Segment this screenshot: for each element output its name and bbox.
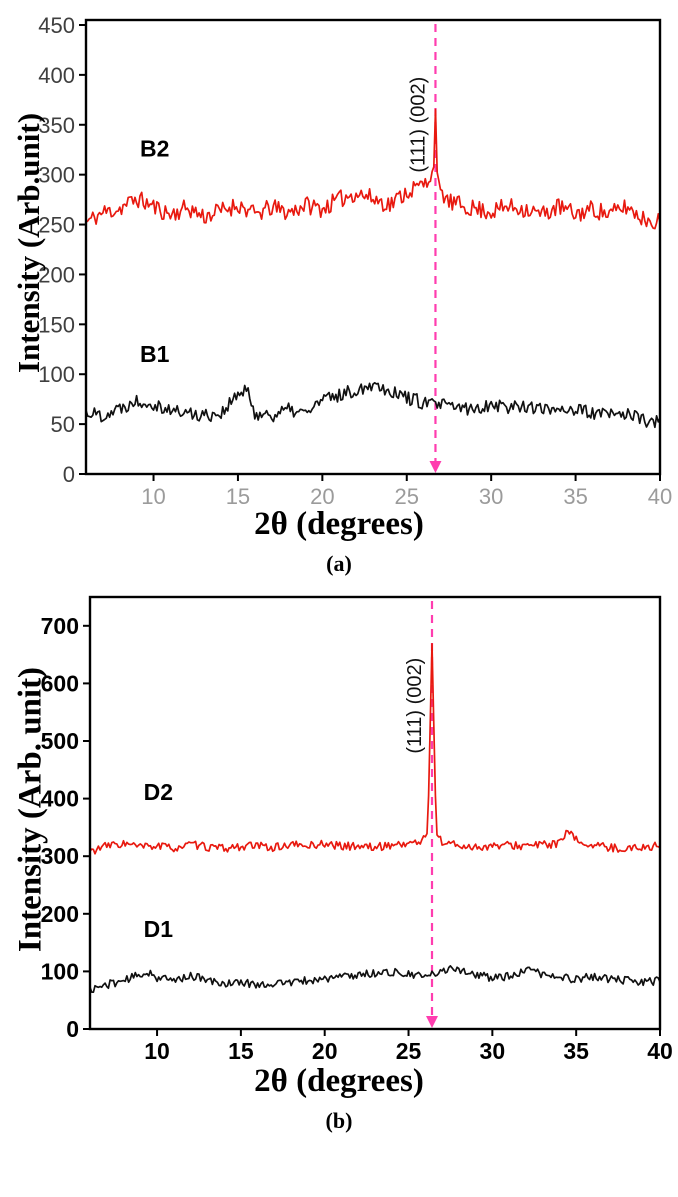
plot-area-b: D2 D1 10 15 20 25 30 35 40 0 100 200 300 400 500 600 700… xyxy=(0,587,678,1067)
x-tick-label: 10 xyxy=(141,484,165,509)
y-axis-label-b: Intensity (Arb. unit) xyxy=(12,666,49,953)
x-tick-label: 30 xyxy=(480,1038,506,1064)
y-tick-label: 600 xyxy=(41,670,79,696)
x-tick-label: 40 xyxy=(648,484,672,509)
y-tick-label: 0 xyxy=(63,462,75,487)
y-tick-label: 100 xyxy=(41,958,79,984)
x-tick-label: 35 xyxy=(563,484,587,509)
y-tick-label: 400 xyxy=(41,786,79,812)
y-tick-label: 300 xyxy=(38,163,75,188)
panel-letter-b: (b) xyxy=(325,1108,353,1133)
y-tick-label: 250 xyxy=(38,213,75,238)
axes-box xyxy=(84,18,662,476)
y-tick-label: 150 xyxy=(38,312,75,337)
x-tick-label: 20 xyxy=(312,1038,338,1064)
panel-a: B2 B1 10 15 20 25 30 35 40 0 50 100 150 200 250 300 350 4… xyxy=(0,8,678,577)
series-label-B2: B2 xyxy=(140,136,169,162)
x-axis-label-a: 2θ (degrees) xyxy=(254,506,424,542)
plot-area-a: B2 B1 10 15 20 25 30 35 40 0 50 100 150 200 250 300 350 4… xyxy=(0,8,678,510)
x-tick-label: 40 xyxy=(647,1038,673,1064)
page: { "chart_data": [ { "type": "line", "pan… xyxy=(0,8,678,1134)
y-tick-label: 450 xyxy=(38,13,75,38)
x-tick-label: 25 xyxy=(396,1038,422,1064)
y-tick-label: 100 xyxy=(38,362,75,387)
axes-box xyxy=(88,595,662,1031)
y-tick-label: 400 xyxy=(38,63,75,88)
y-tick-label: 500 xyxy=(41,728,79,754)
peak-annotation: (111) (002) xyxy=(407,77,429,173)
y-tick-label: 0 xyxy=(66,1016,79,1042)
x-axis-label-b: 2θ (degrees) xyxy=(254,1063,424,1099)
series-B1 xyxy=(85,381,661,429)
peak-marker-arrowhead xyxy=(429,461,442,473)
x-tick-label: 10 xyxy=(144,1038,170,1064)
y-tick-label: 200 xyxy=(38,262,75,287)
series-D2 xyxy=(89,642,661,855)
x-tick-label: 35 xyxy=(563,1038,589,1064)
y-tick-label: 350 xyxy=(38,113,75,138)
series-label-D2: D2 xyxy=(144,779,173,805)
x-tick-label: 20 xyxy=(310,484,334,509)
series-D1 xyxy=(89,965,661,994)
y-axis-label-a: Intensity (Arb.unit) xyxy=(11,112,46,374)
x-tick-label: 25 xyxy=(395,484,419,509)
x-tick-label: 15 xyxy=(226,484,250,509)
series-label-D1: D1 xyxy=(144,916,174,942)
y-tick-label: 300 xyxy=(41,843,79,869)
y-tick-label: 700 xyxy=(41,613,79,639)
x-tick-label: 30 xyxy=(479,484,503,509)
x-tick-label: 15 xyxy=(228,1038,254,1064)
panel-letter-a: (a) xyxy=(326,551,352,576)
series-label-B1: B1 xyxy=(140,341,170,367)
y-tick-label: 50 xyxy=(51,412,75,437)
panel-b: D2 D1 10 15 20 25 30 35 40 0 100 200 300 400 500 600 700… xyxy=(0,587,678,1134)
peak-marker-arrowhead xyxy=(426,1016,438,1028)
series-B2 xyxy=(85,108,661,230)
xrd-figure: B2 B1 10 15 20 25 30 35 40 0 50 100 150 200 250 300 350 4… xyxy=(0,8,678,1134)
y-tick-label: 200 xyxy=(41,901,79,927)
peak-annotation: (111) (002) xyxy=(404,658,426,754)
